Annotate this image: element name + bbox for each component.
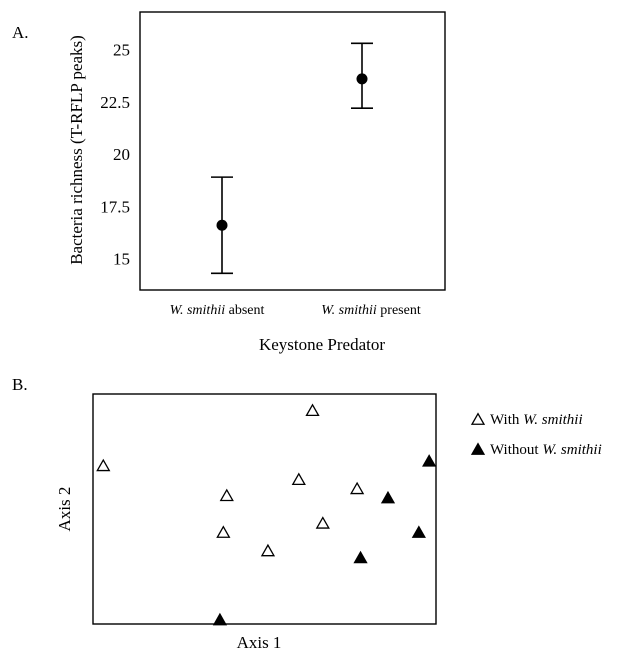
panel-b: B. Axis 2 Axis 1 With W. smithii Without … xyxy=(12,375,602,652)
legend-open-triangle xyxy=(470,412,486,425)
legend-label: Without W. smithii xyxy=(490,442,602,458)
category-label: W. smithii absent xyxy=(170,303,265,318)
open-triangle-point xyxy=(96,458,111,472)
panel-a-data-marks xyxy=(211,42,373,275)
category-label: W. smithii present xyxy=(321,303,421,318)
panel-b-y-axis-label: Axis 2 xyxy=(55,487,74,532)
legend-filled-triangle xyxy=(470,442,486,455)
panel-a-y-tick-labels: 15 17.5 20 22.5 25 xyxy=(100,41,130,269)
mean-point xyxy=(216,219,228,231)
panel-a: A. 15 17.5 20 22.5 25 Bacteria richness (T-R… xyxy=(12,11,446,354)
open-triangle-point xyxy=(305,403,320,417)
panel-a-x-axis-label: Keystone Predator xyxy=(259,335,385,354)
filled-triangle-point xyxy=(380,490,396,504)
open-triangle-point xyxy=(219,488,234,502)
filled-triangle-point xyxy=(212,612,228,626)
panel-b-plot-frame xyxy=(92,393,437,625)
open-triangle-point xyxy=(291,472,306,486)
open-triangle-point xyxy=(260,543,276,557)
mean-point xyxy=(356,73,368,85)
panel-b-label: B. xyxy=(12,375,28,394)
open-triangle-point xyxy=(315,516,330,529)
open-triangle-point xyxy=(349,481,365,495)
panel-a-y-axis-label: Bacteria richness (T-RFLP peaks) xyxy=(67,35,86,265)
panel-b-x-axis-label: Axis 1 xyxy=(237,633,282,652)
panel-b-data-points xyxy=(96,403,437,626)
open-triangle-point xyxy=(216,525,231,538)
panel-a-category-labels: W. smithii absent W. smithii present xyxy=(170,303,421,318)
y-tick-label: 25 xyxy=(113,41,130,60)
y-tick-label: 22.5 xyxy=(100,93,130,112)
filled-triangle-point xyxy=(353,550,368,564)
panel-b-legend: With W. smithii Without W. smithii xyxy=(470,412,602,458)
panel-a-plot-frame xyxy=(139,11,446,291)
y-tick-label: 15 xyxy=(113,250,130,269)
filled-triangle-point xyxy=(411,525,426,538)
y-tick-label: 20 xyxy=(113,145,130,164)
y-tick-label: 17.5 xyxy=(100,197,130,216)
filled-triangle-point xyxy=(422,454,437,467)
panel-a-label: A. xyxy=(12,23,29,42)
legend-label: With W. smithii xyxy=(490,412,583,428)
